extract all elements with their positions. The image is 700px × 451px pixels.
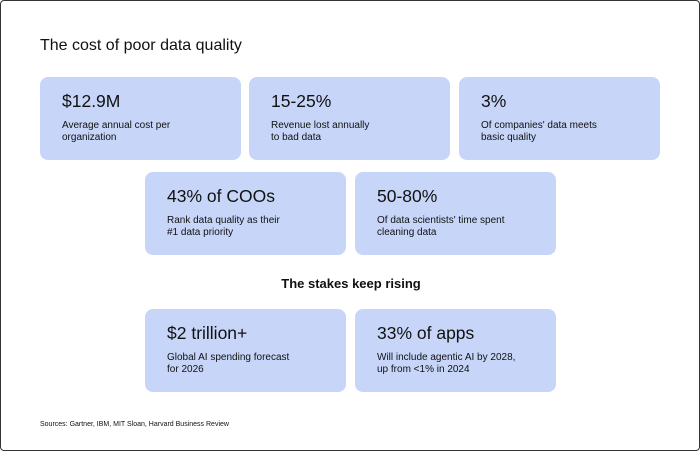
stat-description: Revenue lost annually to bad data (271, 120, 369, 144)
stat-card: 43% of COOs Rank data quality as their #1 … (145, 172, 346, 255)
stat-description: Global AI spending forecast for 2026 (167, 352, 289, 376)
description-line: Of data scientists' time spent (377, 215, 505, 226)
description-line: organization (62, 132, 117, 143)
stat-card: 50-80% Of data scientists' time spent clea… (355, 172, 556, 255)
stat-value: 3% (481, 91, 507, 111)
description-line: Revenue lost annually (271, 120, 370, 131)
description-line: Of companies' data meets (481, 120, 597, 131)
stat-value: 15-25% (271, 91, 332, 111)
description-line: Rank data quality as their (167, 215, 280, 226)
stat-description: Of data scientists' time spent cleaning d… (377, 215, 505, 239)
stat-value: $2 trillion+ (167, 323, 248, 343)
stat-description: Average annual cost per organization (62, 120, 170, 144)
description-line: up from <1% in 2024 (377, 364, 470, 375)
description-line: cleaning data (377, 227, 437, 238)
description-line: Global AI spending forecast (167, 352, 290, 363)
stat-description: Rank data quality as their #1 data priori… (167, 215, 280, 239)
description-line: #1 data priority (167, 227, 234, 238)
title: The cost of poor data quality (40, 37, 242, 54)
stat-value: 43% of COOs (167, 186, 275, 206)
stat-description: Of companies' data meets basic quality (481, 120, 597, 144)
stat-card: $12.9M Average annual cost per organizatio… (40, 77, 241, 160)
section-title: The stakes keep rising (281, 276, 421, 291)
description-line: Average annual cost per (62, 120, 171, 131)
stat-card: $2 trillion+ Global AI spending forecast f… (145, 309, 346, 392)
sources: Sources: Gartner, IBM, MIT Sloan, Harvar… (40, 421, 229, 428)
description-line: for 2026 (167, 364, 204, 375)
stat-card: 3% Of companies' data meets basic quality (459, 77, 660, 160)
stat-card: 33% of apps Will include agentic AI by 20… (355, 309, 556, 392)
stat-card: 15-25% Revenue lost annually to bad data (249, 77, 450, 160)
description-line: Will include agentic AI by 2028, (377, 352, 516, 363)
stat-value: 50-80% (377, 186, 438, 206)
stat-description: Will include agentic AI by 2028, up from … (377, 352, 515, 376)
stat-value: 33% of apps (377, 323, 475, 343)
description-line: to bad data (271, 132, 322, 143)
description-line: basic quality (481, 132, 537, 143)
stat-value: $12.9M (62, 91, 121, 111)
